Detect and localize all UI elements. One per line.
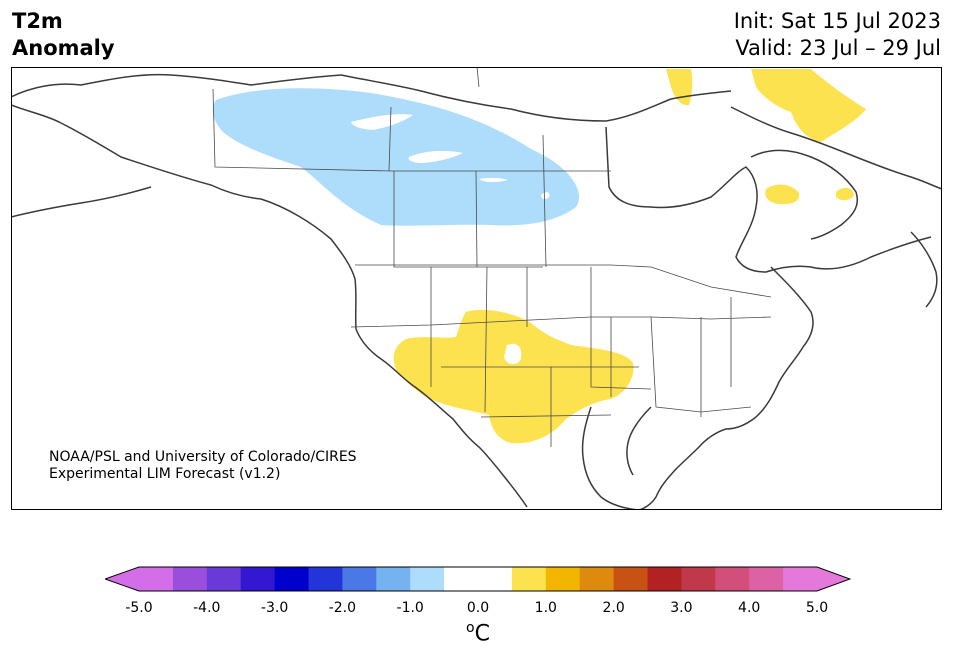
colorbar-cell [206,567,242,591]
credit-line-2: Experimental LIM Forecast (v1.2) [49,466,281,482]
colorbar-outline [105,566,851,592]
colorbar-cell [172,567,208,591]
colorbar [105,566,851,592]
colorbar-cell [444,567,479,591]
colorbar-cell [715,567,750,591]
colorbar-cell [376,567,411,591]
cold-anomaly-region [212,88,579,226]
valid-range: Valid: 23 Jul – 29 Jul [735,36,941,60]
colorbar-cell [511,567,547,591]
map-frame [11,67,942,510]
colorbar-cell [545,567,581,591]
colorbar-cell [613,567,648,591]
colorbar-tick-label: -2.0 [328,600,357,616]
colorbar-cells [139,567,818,591]
political-borders [212,67,772,447]
colorbar-cell [308,567,343,591]
colorbar-tick-label: 3.0 [670,600,693,616]
colorbar-under-arrow [105,567,139,591]
colorbar-cell [749,567,784,591]
forecast-info: Init: Sat 15 Jul 2023 Valid: 23 Jul – 29… [734,8,941,62]
colorbar-tick-label: 1.0 [534,600,557,616]
colorbar-tick-label: 0.0 [466,600,490,616]
credit-text: NOAA/PSL and University of Colorado/CIRE… [49,449,357,483]
colorbar-tick-label: -4.0 [193,600,221,616]
colorbar-cell [681,567,716,591]
colorbar-cell [410,567,445,591]
colorbar-cell [139,567,174,591]
colorbar-tick-label: -3.0 [260,600,289,616]
title-line-2: Anomaly [12,36,115,60]
init-date: Init: Sat 15 Jul 2023 [733,9,941,33]
colorbar-cell [478,567,513,591]
coastlines [11,73,942,510]
colorbar-tick-label: 5.0 [805,600,829,616]
unit-degree: o [466,620,475,636]
map-title: T2m Anomaly [12,8,115,62]
title-line-1: T2m [12,9,63,33]
colorbar-over-arrow [817,567,850,591]
colorbar-cell [579,567,615,591]
colorbar-unit-label: oC [466,620,490,646]
credit-line-1: NOAA/PSL and University of Colorado/CIRE… [49,449,357,465]
colorbar-cell [783,567,818,591]
colorbar-tick-label: 2.0 [602,600,625,616]
colorbar-cell [647,567,682,591]
warm-anomaly-region [393,69,866,444]
colorbar-tick-label: -5.0 [125,600,153,616]
anomaly-map [11,67,942,510]
colorbar-cell [240,567,276,591]
lakes [351,114,550,365]
colorbar-cell [342,567,377,591]
unit-base: C [474,621,490,647]
colorbar-cell [274,567,309,591]
colorbar-tick-label: -1.0 [396,600,424,616]
colorbar-tick-label: 4.0 [738,600,761,616]
